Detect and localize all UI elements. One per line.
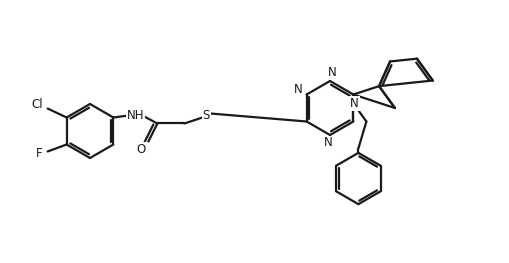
Text: N: N [328,67,336,79]
Text: F: F [36,147,43,160]
Text: N: N [324,136,332,149]
Text: O: O [137,143,146,156]
Text: N: N [294,83,303,96]
Text: N: N [350,97,359,110]
Text: S: S [203,109,210,122]
Text: Cl: Cl [32,98,43,111]
Text: NH: NH [127,109,144,122]
